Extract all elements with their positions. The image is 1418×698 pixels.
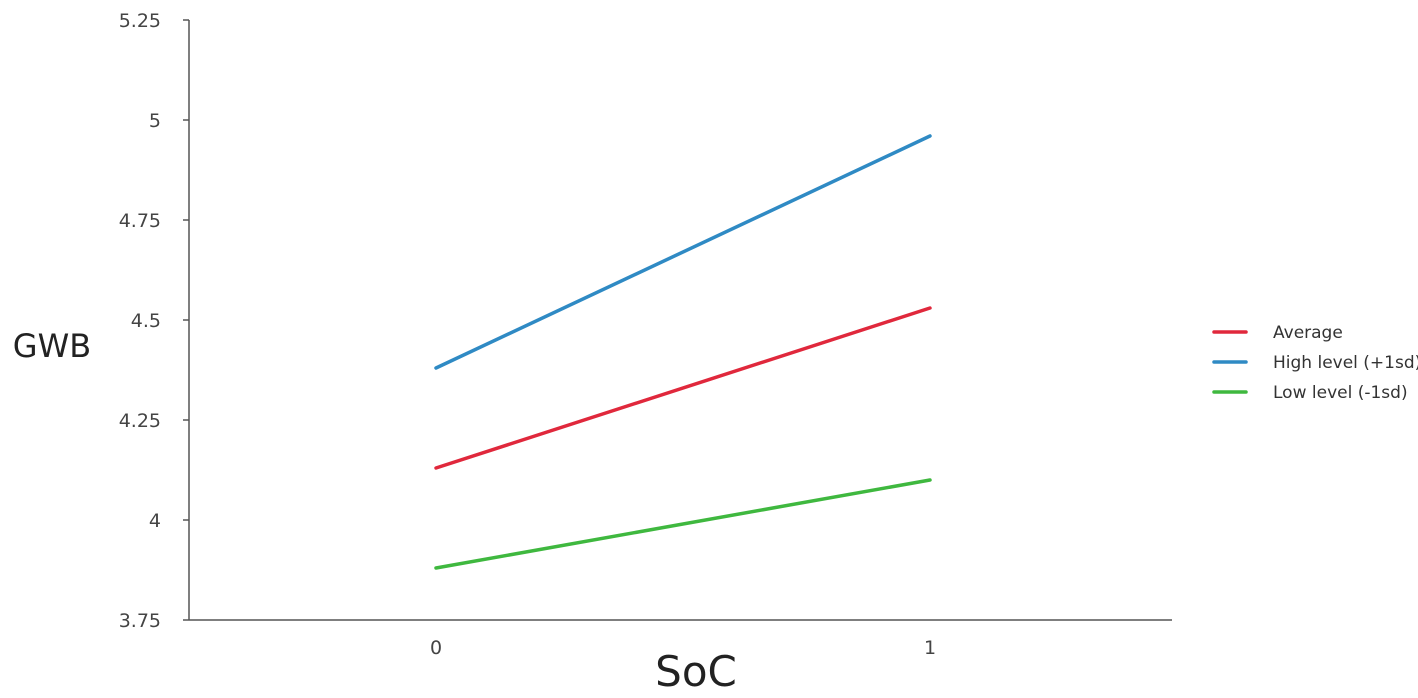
y-tick-label: 3.75: [119, 610, 161, 632]
legend-label: High level (+1sd): [1273, 353, 1418, 373]
series-line: [434, 306, 932, 470]
y-tick-label: 4.75: [119, 210, 161, 232]
legend-label: Low level (-1sd): [1273, 383, 1408, 403]
series-line: [434, 134, 932, 370]
series-line: [434, 478, 932, 570]
y-ticks: 3.75 4 4.25 4.5 4.75 5 5.25: [119, 10, 189, 632]
series-lines: [434, 134, 932, 570]
legend: Average High level (+1sd) Low level (-1sd): [1212, 323, 1418, 403]
x-tick-label: 1: [924, 637, 936, 659]
y-tick-label: 4.5: [131, 310, 161, 332]
y-tick-label: 4: [149, 510, 161, 532]
y-tick-label: 5: [149, 110, 161, 132]
y-tick-label: 4.25: [119, 410, 161, 432]
legend-label: Average: [1273, 323, 1343, 343]
x-axis-title: SoC: [655, 647, 737, 696]
y-tick-label: 5.25: [119, 10, 161, 32]
axes: [188, 20, 1172, 621]
x-tick-label: 0: [430, 637, 442, 659]
y-axis-title: GWB: [13, 327, 91, 365]
